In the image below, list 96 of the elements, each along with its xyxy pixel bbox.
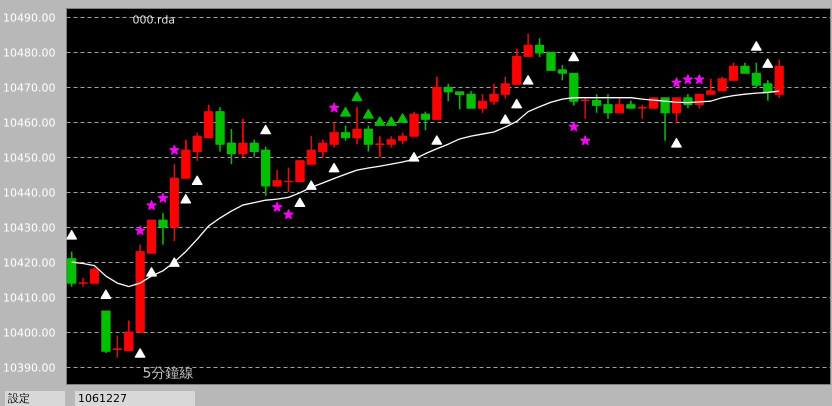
point — [283, 209, 294, 220]
point — [374, 116, 386, 126]
point — [522, 74, 534, 85]
point — [351, 91, 362, 102]
candlestick — [398, 132, 408, 145]
point — [272, 202, 282, 212]
point — [66, 230, 78, 240]
annotation: 5分鐘線 — [142, 366, 194, 382]
text: 設定 — [8, 391, 30, 406]
y-tick-label: 10390.00 — [3, 362, 56, 375]
point — [260, 124, 272, 134]
candlestick — [409, 110, 419, 137]
candlestick — [580, 96, 590, 120]
point — [306, 180, 317, 190]
candlestick — [340, 124, 350, 142]
candlestick — [752, 62, 761, 88]
point — [397, 113, 408, 123]
candlestick — [238, 118, 248, 158]
point — [670, 138, 682, 148]
y-tick-label: 10470.00 — [3, 82, 56, 95]
point — [100, 289, 112, 300]
candlestick — [272, 169, 282, 187]
point — [362, 108, 374, 119]
candlestick — [318, 138, 328, 158]
point — [134, 225, 146, 236]
point — [682, 74, 694, 84]
candlestick — [717, 76, 727, 92]
point — [146, 200, 157, 210]
point — [431, 135, 442, 145]
y-tick-label: 10480.00 — [3, 46, 56, 60]
point — [340, 106, 352, 116]
candlestick — [614, 96, 624, 114]
candlestick — [534, 37, 544, 58]
candlestick — [226, 128, 236, 165]
candlestick — [455, 90, 464, 110]
candlestick — [489, 82, 498, 106]
point — [180, 194, 192, 204]
candlestick — [295, 160, 304, 182]
point — [762, 58, 774, 68]
point — [500, 114, 511, 124]
y-tick-label: 10450.00 — [3, 152, 56, 165]
point — [192, 175, 203, 186]
point — [168, 257, 180, 267]
point — [294, 197, 306, 208]
candlestick — [375, 135, 384, 158]
candlestick — [478, 93, 488, 114]
candlestick — [386, 135, 396, 148]
candlestick — [306, 135, 316, 165]
point — [134, 348, 146, 358]
point — [568, 121, 579, 132]
y-tick-label: 10420.00 — [3, 256, 56, 270]
point — [169, 144, 180, 155]
point — [694, 74, 705, 84]
candlestick — [523, 32, 533, 58]
candlestick — [90, 266, 100, 284]
point — [158, 192, 168, 203]
candlestick — [466, 90, 476, 109]
candlestick — [638, 104, 647, 120]
candlestick — [352, 106, 362, 145]
candlestick — [500, 76, 510, 100]
point — [750, 41, 762, 51]
candlestick — [250, 138, 259, 158]
candlestick — [660, 96, 670, 142]
candlestick — [124, 320, 134, 352]
point — [328, 162, 340, 172]
point — [511, 98, 522, 108]
y-tick-label: 10410.00 — [3, 292, 56, 305]
point — [408, 152, 420, 162]
candlestick — [728, 62, 738, 81]
candlestick — [444, 82, 453, 102]
candlestick — [706, 78, 716, 95]
y-tick-label: 10460.00 — [3, 116, 56, 130]
candlestick — [192, 132, 202, 162]
candlestick — [546, 52, 556, 71]
candlestick — [364, 124, 373, 152]
point — [386, 116, 397, 126]
candlestick — [158, 212, 168, 246]
y-tick-label: 10440.00 — [3, 186, 56, 200]
text: 1061227 — [78, 391, 127, 406]
annotation: 000.rda — [132, 14, 176, 26]
y-tick-label: 10400.00 — [3, 326, 56, 340]
candlestick — [592, 93, 602, 114]
point — [568, 52, 580, 62]
candlestick — [420, 110, 430, 131]
candlestick — [329, 121, 339, 148]
point — [146, 267, 158, 277]
candlestick — [740, 62, 750, 74]
candlestick — [112, 334, 122, 358]
y-tick-label: 10490.00 — [3, 12, 56, 25]
candlestick — [763, 79, 772, 102]
point — [328, 102, 340, 112]
candlestick — [558, 64, 567, 81]
point — [580, 135, 590, 146]
candlestick — [603, 93, 613, 120]
y-tick-label: 10430.00 — [3, 222, 56, 235]
point — [671, 77, 682, 88]
